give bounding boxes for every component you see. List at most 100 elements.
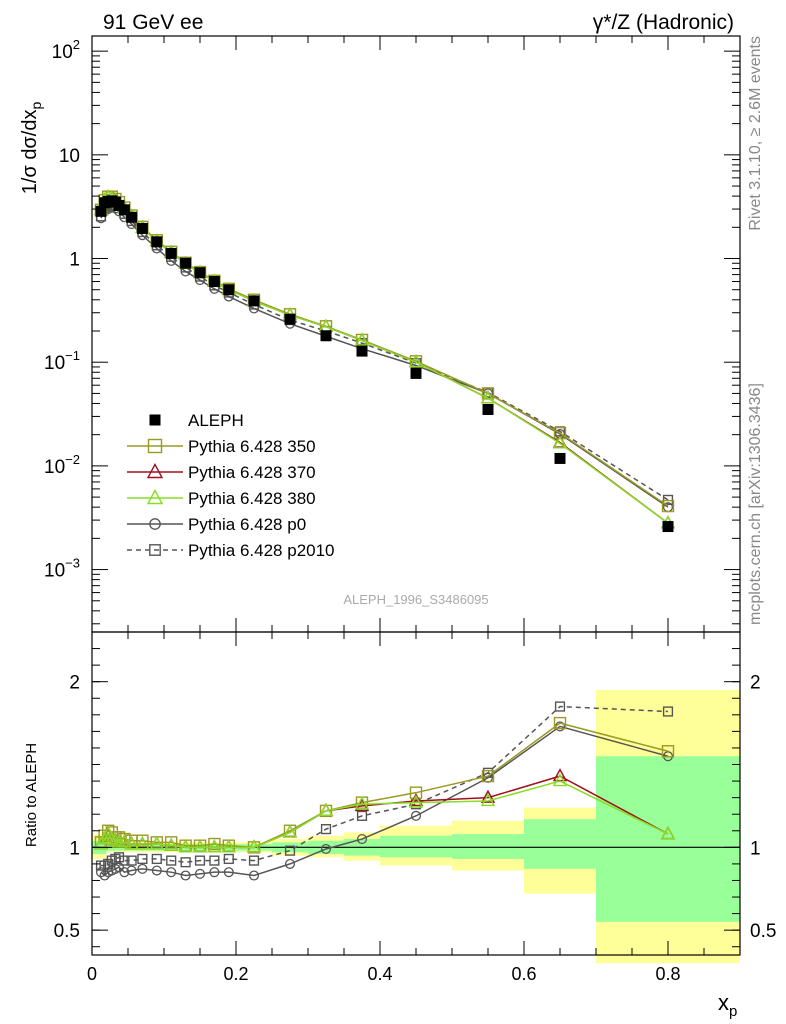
ratio-point-pythia-6-428-p0: [119, 867, 130, 878]
ratio-point-pythia-6-428-p2010: [119, 855, 130, 866]
data-point-aleph: [208, 276, 220, 288]
ratio-y-axis-label: Ratio to ALEPH: [23, 743, 40, 847]
data-point-aleph: [180, 257, 192, 269]
series-line-pythia-6-428-p2010: [100, 203, 669, 501]
ratio-point-pythia-6-428-p2010: [113, 852, 125, 863]
ratio-point-pythia-6-428-380: [552, 773, 568, 787]
legend-marker-pythia-6-428-350: [147, 438, 163, 454]
ratio-point-pythia-6-428-p2010: [284, 845, 296, 856]
ratio-point-pythia-6-428-380: [135, 836, 150, 850]
ratio-y-tick-label-right: 1: [750, 838, 761, 859]
data-point-aleph: [194, 267, 206, 279]
ratio-point-pythia-6-428-p2010: [248, 855, 260, 866]
x-tick-label: 0.6: [511, 964, 536, 984]
ratio-point-pythia-6-428-p0: [223, 867, 234, 878]
ratio-point-pythia-6-428-350: [101, 824, 115, 837]
ratio-point-pythia-6-428-380: [117, 834, 132, 848]
ratio-point-pythia-6-428-380: [354, 796, 370, 810]
ratio-point-pythia-6-428-p2010: [223, 853, 234, 865]
ratio-point-pythia-6-428-350: [661, 745, 675, 758]
y-tick-label: 10−2: [44, 452, 80, 478]
legend-label-aleph: ALEPH: [188, 411, 244, 430]
data-point-aleph: [118, 204, 130, 216]
y-tick-label: 10: [59, 146, 80, 167]
data-point-pythia-6-428-380: [354, 332, 370, 346]
ratio-y-tick-label-right: 2: [750, 673, 761, 694]
ratio-axes: 0 0.2 0.4 0.6 0.8 0.5 0.5 1 1 2 2: [54, 631, 776, 984]
data-point-aleph: [151, 236, 163, 248]
ratio-point-pythia-6-428-380: [108, 832, 123, 846]
ratio-line-pythia-6-428-p0: [100, 725, 669, 877]
data-point-aleph: [320, 330, 332, 342]
legend-label-pythia-6-428-p2010: Pythia 6.428 p2010: [188, 541, 335, 560]
series-line-pythia-6-428-p0: [100, 206, 669, 508]
ratio-point-pythia-6-428-370: [408, 792, 424, 807]
ratio-point-pythia-6-428-p0: [180, 870, 191, 881]
ratio-point-pythia-6-428-380: [207, 839, 222, 853]
header-left: 91 GeV ee: [103, 11, 203, 34]
stat-uncertainty-band: [380, 835, 452, 858]
ratio-y-tick-label: 1: [69, 838, 80, 859]
ratio-y-tick-label: 2: [69, 673, 80, 694]
data-point-pythia-6-428-380: [552, 435, 568, 449]
ratio-point-pythia-6-428-380: [408, 794, 424, 808]
ratio-point-pythia-6-428-380: [246, 839, 262, 853]
ratio-point-pythia-6-428-p0: [95, 867, 107, 878]
ratio-point-pythia-6-428-p0: [410, 810, 422, 821]
ratio-point-pythia-6-428-p2010: [137, 853, 148, 865]
ratio-point-pythia-6-428-370: [480, 789, 496, 803]
main-axes: 10−3 10−2 10−1 1 10 102: [44, 35, 741, 633]
x-tick-label: 0.4: [367, 964, 392, 984]
ratio-point-pythia-6-428-380: [104, 831, 119, 845]
legend-label-pythia-6-428-380: Pythia 6.428 380: [188, 489, 316, 508]
legend-marker-pythia-6-428-p0: [149, 518, 161, 530]
ratio-point-pythia-6-428-p0: [137, 863, 148, 874]
analysis-name-label: ALEPH_1996_S3486095: [343, 592, 488, 607]
legend: ALEPH Pythia 6.428 350 Pythia 6.428 370 Pyt…: [127, 411, 335, 560]
y-tick-label: 102: [52, 37, 80, 63]
ratio-point-pythia-6-428-p2010: [166, 855, 177, 866]
data-point-aleph: [126, 211, 138, 223]
ratio-point-pythia-6-428-380: [192, 839, 208, 853]
data-point-aleph: [95, 205, 107, 217]
data-point-pythia-6-428-350: [553, 426, 567, 440]
header-right: γ*/Z (Hadronic): [593, 11, 734, 34]
legend-label-pythia-6-428-370: Pythia 6.428 370: [188, 463, 316, 482]
y-tick-label: 10−1: [44, 348, 80, 374]
legend-label-pythia-6-428-350: Pythia 6.428 350: [188, 437, 316, 456]
ratio-point-pythia-6-428-p2010: [126, 855, 137, 866]
ratio-point-pythia-6-428-p0: [126, 865, 137, 876]
ratio-point-pythia-6-428-p0: [248, 870, 260, 881]
ratio-point-pythia-6-428-p2010: [662, 706, 674, 717]
series-line-pythia-6-428-370: [100, 196, 669, 524]
data-point-aleph: [482, 403, 494, 415]
ratio-point-pythia-6-428-p2010: [554, 701, 566, 712]
ratio-point-pythia-6-428-380: [318, 802, 334, 817]
data-point-aleph: [554, 452, 566, 464]
ratio-point-pythia-6-428-350: [164, 836, 178, 849]
ratio-point-pythia-6-428-p0: [151, 865, 162, 876]
ratio-uncertainty-bands: [92, 689, 740, 964]
data-point-aleph: [165, 247, 177, 259]
ratio-point-pythia-6-428-380: [178, 839, 193, 853]
ratio-point-pythia-6-428-p0: [194, 868, 206, 879]
ratio-point-pythia-6-428-380: [221, 839, 236, 853]
ratio-point-pythia-6-428-p2010: [194, 855, 206, 866]
ratio-line-pythia-6-428-p2010: [101, 705, 669, 867]
legend-marker-pythia-6-428-p2010: [149, 544, 161, 556]
ratio-point-pythia-6-428-350: [409, 786, 423, 799]
ratio-point-pythia-6-428-380: [282, 824, 298, 838]
data-point-pythia-6-428-350: [661, 499, 675, 513]
data-point-pythia-6-428-380: [480, 390, 496, 404]
data-point-aleph: [284, 313, 296, 325]
source-label: mcplots.cern.ch [arXiv:1306.3436]: [747, 383, 764, 625]
ratio-point-pythia-6-428-p0: [320, 843, 332, 855]
ratio-point-pythia-6-428-p2010: [180, 857, 191, 868]
x-tick-label: 0: [87, 964, 97, 984]
x-tick-label: 0.8: [655, 964, 680, 984]
main-y-axis-label: 1/σ dσ/dxp: [19, 102, 44, 195]
ratio-point-pythia-6-428-p2010: [209, 855, 220, 866]
main-series-group: [93, 189, 676, 533]
legend-marker-pythia-6-428-370: [146, 463, 164, 479]
ratio-point-pythia-6-428-p2010: [356, 810, 368, 821]
